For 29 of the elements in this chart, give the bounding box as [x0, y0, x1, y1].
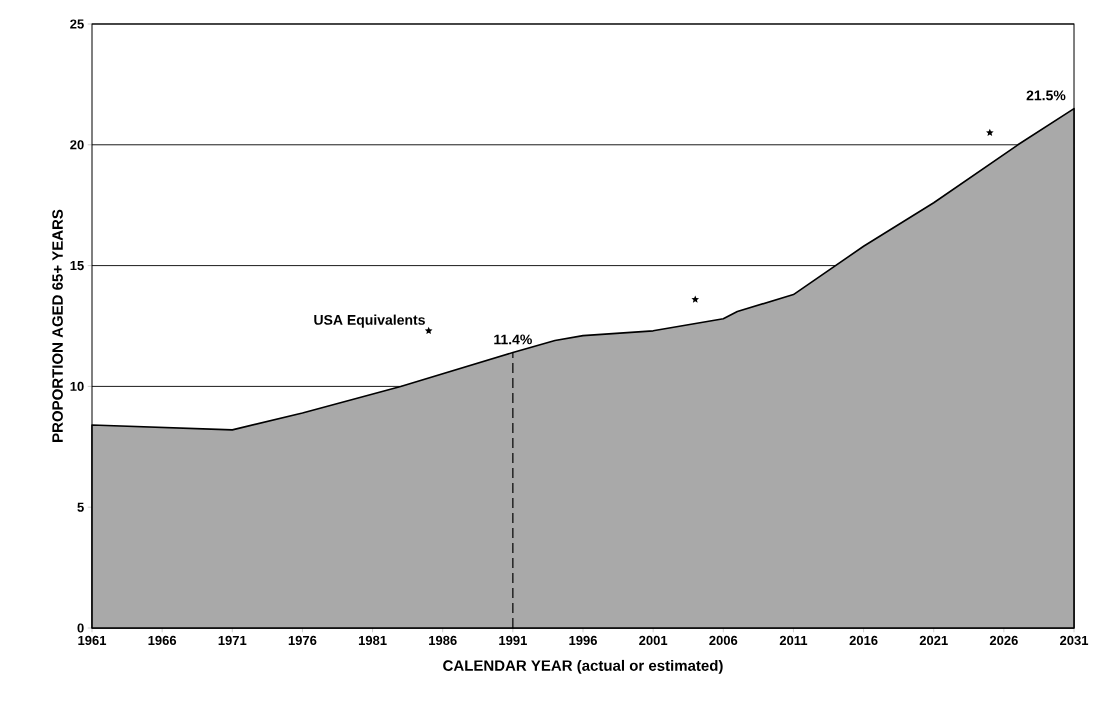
- x-tick-label: 2021: [919, 635, 948, 645]
- x-tick-label: 1966: [148, 635, 177, 645]
- x-tick-label: 2026: [989, 635, 1018, 645]
- x-tick-label: 1986: [429, 635, 457, 645]
- y-axis-title: PROPORTION AGED 65+ YEARS: [52, 209, 63, 442]
- x-tick-label: 2031: [1060, 635, 1089, 646]
- x-tick-label: 2001: [639, 635, 668, 645]
- y-tick-label: 10: [70, 381, 84, 391]
- x-tick-label: 1971: [218, 635, 247, 645]
- x-tick-label: 2006: [709, 635, 738, 645]
- x-tick-label: 1961: [78, 635, 107, 645]
- x-tick-label: 2011: [779, 635, 808, 645]
- point: [424, 326, 433, 335]
- point: [986, 128, 994, 136]
- x-tick-label: 2016: [849, 635, 878, 645]
- y-tick-label: 20: [70, 140, 84, 150]
- point: [691, 295, 700, 303]
- annotation: 21.5%: [1026, 90, 1066, 101]
- x-tick-label: 1976: [288, 635, 317, 645]
- annotation: 11.4%: [494, 334, 532, 345]
- y-tick-label: 15: [70, 261, 84, 271]
- x-tick-label: 1981: [358, 635, 387, 645]
- y-tick-label: 25: [70, 19, 84, 29]
- x-tick-label: 1991: [499, 635, 527, 645]
- y-tick-label: 0: [77, 623, 84, 633]
- series-label: USA Equivalents: [314, 314, 425, 328]
- x-tick-label: 1996: [569, 635, 597, 645]
- x-axis-title: CALENDAR YEAR (actual or estimated): [443, 659, 723, 674]
- y-tick-label: 5: [77, 502, 84, 512]
